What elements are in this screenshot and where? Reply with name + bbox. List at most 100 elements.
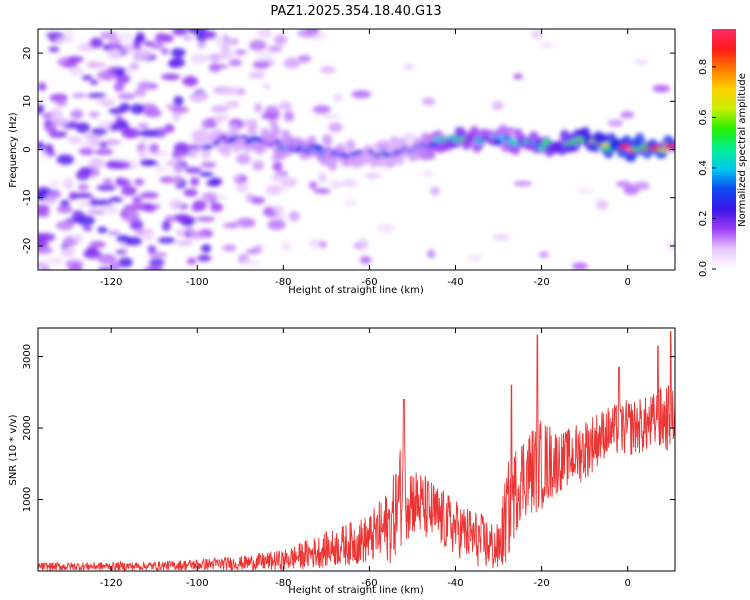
heatmap-cell xyxy=(283,110,295,122)
heatmap-cell xyxy=(123,43,133,55)
heatmap-cell xyxy=(247,123,258,136)
heatmap-cell xyxy=(68,66,85,76)
x-tick-label: -40 xyxy=(447,277,463,288)
heatmap-cell xyxy=(140,191,159,199)
heatmap-cell xyxy=(256,50,274,61)
heatmap-cell xyxy=(538,251,549,258)
x-tick-label: -60 xyxy=(361,277,377,288)
heatmap-cell xyxy=(214,37,225,46)
heatmap-cell xyxy=(142,230,154,241)
heatmap-cell xyxy=(241,134,248,139)
heatmap-cell xyxy=(45,32,64,38)
heatmap-cell xyxy=(279,101,293,111)
heatmap-cell xyxy=(235,153,251,165)
heatmap-cell xyxy=(71,92,87,98)
colorbar-ticks: 0.0 0.2 0.4 0.6 0.8 xyxy=(698,59,716,277)
heatmap-cell xyxy=(121,185,137,196)
heatmap-cell xyxy=(154,164,168,173)
heatmap-cell xyxy=(203,144,214,150)
heatmap-cell xyxy=(513,73,523,80)
heatmap-cell xyxy=(67,135,82,145)
heatmap-cell xyxy=(206,179,221,187)
heatmap-cell xyxy=(96,184,117,191)
heatmap-cell xyxy=(175,240,194,246)
heatmap-cell xyxy=(208,62,221,73)
snr-y-ticks: 1000 2000 3000 xyxy=(22,344,675,512)
heatmap-cell xyxy=(96,97,116,107)
heatmap-cell xyxy=(189,92,208,103)
heatmap-cell xyxy=(318,241,327,248)
heatmap-cell xyxy=(157,236,176,244)
heatmap-cell xyxy=(377,223,395,234)
heatmap-cell xyxy=(62,178,74,189)
heatmap-cell xyxy=(102,178,114,184)
spectrogram-x-axis-label: Height of straight line (km) xyxy=(288,285,424,296)
heatmap-cell xyxy=(87,209,106,215)
heatmap-cell xyxy=(203,30,216,40)
heatmap-cell xyxy=(76,215,96,226)
snr-x-axis-label: Height of straight line (km) xyxy=(288,585,424,596)
colorbar-tick-label: 0.8 xyxy=(698,59,709,75)
heatmap-cell xyxy=(469,125,480,138)
heatmap-cell xyxy=(60,246,76,258)
heatmap-cell xyxy=(51,116,69,127)
heatmap-cell xyxy=(272,205,283,213)
heatmap-cell xyxy=(228,58,242,67)
heatmap-cell xyxy=(38,141,45,151)
heatmap-cell xyxy=(159,176,175,184)
heatmap-cell xyxy=(56,205,73,214)
heatmap-cell xyxy=(70,109,84,120)
spectrogram-y-ticks: -20 -10 0 10 20 xyxy=(22,47,675,254)
heatmap-cell xyxy=(77,183,89,192)
heatmap-cell xyxy=(56,154,75,165)
heatmap-cell xyxy=(319,66,336,74)
heatmap-cell xyxy=(116,234,131,244)
heatmap-cell xyxy=(48,46,60,53)
heatmap-cell xyxy=(38,261,47,270)
heatmap-cell xyxy=(225,100,240,109)
x-tick-label: -120 xyxy=(100,277,123,288)
heatmap-cell xyxy=(117,93,136,100)
heatmap-cell xyxy=(137,123,149,129)
heatmap-cell xyxy=(513,180,533,187)
x-tick-label: -120 xyxy=(100,578,123,589)
heatmap-cell xyxy=(210,202,223,213)
heatmap-cell xyxy=(368,149,375,155)
heatmap-cell xyxy=(317,172,328,184)
heatmap-cell xyxy=(491,100,504,111)
heatmap-cell xyxy=(83,249,102,259)
heatmap-cell xyxy=(234,49,247,55)
heatmap-cell xyxy=(48,130,68,138)
heatmap-cell xyxy=(133,48,152,60)
heatmap-cell xyxy=(103,204,118,215)
heatmap-cell xyxy=(79,166,93,175)
heatmap-cell xyxy=(493,141,503,146)
heatmap-cell xyxy=(173,162,184,174)
heatmap-cell xyxy=(62,29,76,36)
heatmap-cell xyxy=(192,199,207,211)
heatmap-cell xyxy=(148,258,165,267)
heatmap-cell xyxy=(161,220,172,232)
heatmap-cell xyxy=(88,158,106,169)
heatmap-cell xyxy=(89,197,98,207)
heatmap-cell xyxy=(232,175,242,181)
heatmap-cell xyxy=(134,178,145,186)
heatmap-cell xyxy=(172,29,189,36)
heatmap-cell xyxy=(214,114,231,121)
chart-title: PAZ1.2025.354.18.40.G13 xyxy=(270,4,441,19)
heatmap-cell xyxy=(55,220,75,231)
heatmap-cell xyxy=(166,160,176,166)
colorbar-label: Normalized spectral amplitude xyxy=(737,73,748,227)
heatmap-cell xyxy=(38,211,51,217)
heatmap-cell xyxy=(72,192,93,199)
heatmap-cell xyxy=(267,45,283,53)
heatmap-cell xyxy=(130,103,144,115)
heatmap-cell xyxy=(81,74,93,81)
heatmap-cell xyxy=(280,177,298,188)
heatmap-cell xyxy=(199,171,214,177)
heatmap-cell xyxy=(634,59,649,66)
y-tick-label: -10 xyxy=(22,190,33,206)
heatmap-cell xyxy=(297,29,317,38)
heatmap-cell xyxy=(261,112,280,120)
